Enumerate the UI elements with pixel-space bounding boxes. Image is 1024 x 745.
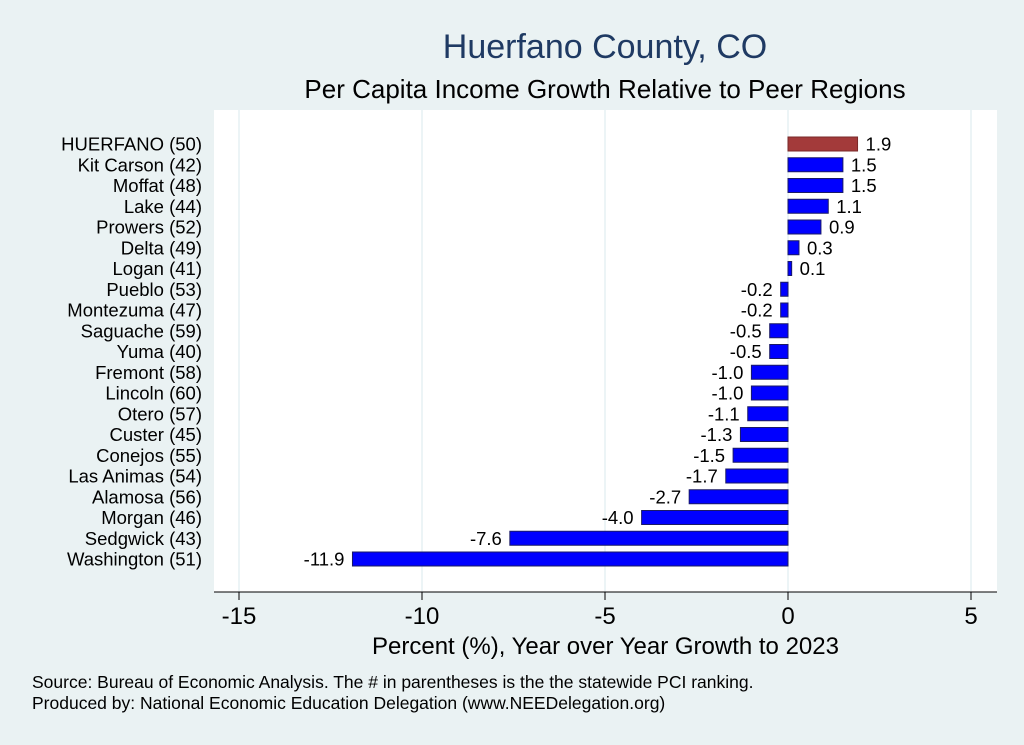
value-label: -1.0 xyxy=(712,362,744,383)
category-label: Logan (41) xyxy=(113,258,202,279)
x-tick-label: -5 xyxy=(594,603,615,630)
category-label: Saguache (59) xyxy=(81,320,202,341)
value-label: 0.1 xyxy=(800,258,826,279)
value-label: -0.2 xyxy=(741,300,773,321)
category-label: Kit Carson (42) xyxy=(78,154,202,175)
value-label: -1.1 xyxy=(708,403,740,424)
x-tick-label: -10 xyxy=(405,603,440,630)
chart-title: Huerfano County, CO xyxy=(442,28,768,66)
source-note: Source: Bureau of Economic Analysis. The… xyxy=(32,672,754,692)
category-label: Lake (44) xyxy=(124,196,202,217)
bar xyxy=(351,551,789,567)
category-label: Conejos (55) xyxy=(96,445,202,466)
category-label: Pueblo (53) xyxy=(106,279,202,300)
bar xyxy=(787,157,844,173)
value-label: 1.5 xyxy=(851,175,877,196)
bar xyxy=(750,385,789,401)
bar xyxy=(509,530,789,546)
category-label: Custer (45) xyxy=(109,424,202,445)
category-label: Otero (57) xyxy=(118,403,202,424)
bar xyxy=(769,344,789,359)
category-label: Prowers (52) xyxy=(96,217,202,238)
bar xyxy=(739,427,789,442)
bars xyxy=(351,136,859,567)
category-label: Lincoln (60) xyxy=(105,383,202,404)
value-label: -0.5 xyxy=(730,341,762,362)
bar-highlight xyxy=(787,136,859,152)
value-label: -0.5 xyxy=(730,320,762,341)
value-label: -1.5 xyxy=(693,445,725,466)
bar xyxy=(787,198,829,214)
bar xyxy=(787,240,800,256)
category-label: Las Animas (54) xyxy=(68,466,202,487)
bar xyxy=(787,178,844,193)
x-axis: -15 -10 -5 0 5 xyxy=(214,591,997,630)
bar xyxy=(750,364,789,380)
bar xyxy=(787,219,822,235)
value-label: -1.3 xyxy=(701,424,733,445)
bar xyxy=(787,261,793,276)
produced-by-note: Produced by: National Economic Education… xyxy=(32,693,666,713)
category-label: Alamosa (56) xyxy=(92,486,202,507)
bar xyxy=(747,406,789,422)
bar xyxy=(725,468,789,484)
bar xyxy=(769,323,789,339)
value-label: 0.9 xyxy=(829,217,855,238)
category-labels: HUERFANO (50)Kit Carson (42)Moffat (48)L… xyxy=(61,134,202,570)
category-label: Delta (49) xyxy=(121,237,202,258)
category-label: Yuma (40) xyxy=(117,341,202,362)
category-label: Moffat (48) xyxy=(113,175,202,196)
bar xyxy=(780,281,789,297)
category-label: Fremont (58) xyxy=(95,362,202,383)
value-label: 1.5 xyxy=(851,154,877,175)
x-tick-label: 5 xyxy=(964,603,977,630)
chart-subtitle: Per Capita Income Growth Relative to Pee… xyxy=(304,74,906,104)
bar xyxy=(641,510,789,525)
category-label: Sedgwick (43) xyxy=(85,528,202,549)
category-label: HUERFANO (50) xyxy=(61,134,202,155)
value-label: -2.7 xyxy=(649,486,681,507)
category-label: Montezuma (47) xyxy=(67,300,202,321)
category-label: Morgan (46) xyxy=(101,507,202,528)
value-label: -1.0 xyxy=(712,383,744,404)
bar xyxy=(732,447,789,463)
value-label: -11.9 xyxy=(304,549,345,570)
value-label: 1.9 xyxy=(866,134,892,155)
value-label: -0.2 xyxy=(741,279,773,300)
value-labels: 1.91.51.51.10.90.30.1-0.2-0.2-0.5-0.5-1.… xyxy=(304,134,892,570)
value-label: -1.7 xyxy=(686,466,718,487)
bar xyxy=(688,489,789,505)
value-label: 0.3 xyxy=(807,237,833,258)
value-label: -7.6 xyxy=(470,528,502,549)
x-tick-label: -15 xyxy=(222,603,257,630)
category-label: Washington (51) xyxy=(67,549,202,570)
footer: Source: Bureau of Economic Analysis. The… xyxy=(32,672,753,714)
bar xyxy=(780,302,789,318)
value-label: -4.0 xyxy=(602,507,634,528)
value-label: 1.1 xyxy=(836,196,862,217)
x-tick-label: 0 xyxy=(781,603,794,630)
x-axis-label: Percent (%), Year over Year Growth to 20… xyxy=(372,633,839,660)
